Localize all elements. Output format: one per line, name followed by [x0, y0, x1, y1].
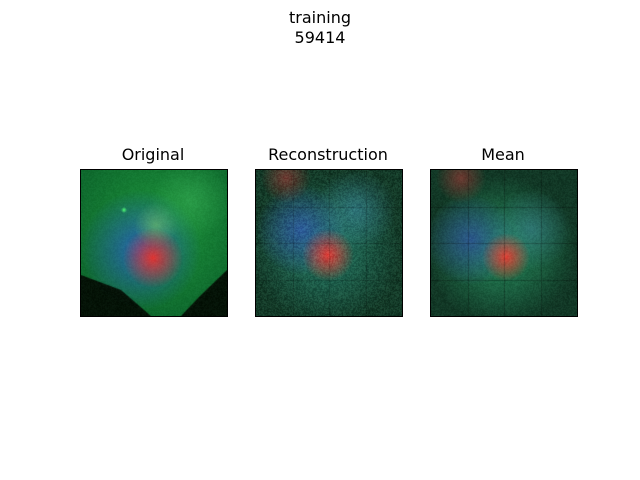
- panel-title-original: Original: [121, 145, 185, 164]
- reconstruction-image-canvas: [256, 170, 402, 316]
- reconstruction-image: [255, 169, 403, 317]
- suptitle-split-label: training: [289, 8, 351, 27]
- original-image-canvas: [81, 170, 227, 316]
- panel-title-mean: Mean: [481, 145, 525, 164]
- mean-image-canvas: [431, 170, 577, 316]
- panel-title-reconstruction: Reconstruction: [268, 145, 388, 164]
- suptitle-sample-index: 59414: [294, 28, 346, 47]
- figure-suptitle: training 59414: [0, 8, 640, 48]
- original-image: [80, 169, 228, 317]
- mean-image: [430, 169, 578, 317]
